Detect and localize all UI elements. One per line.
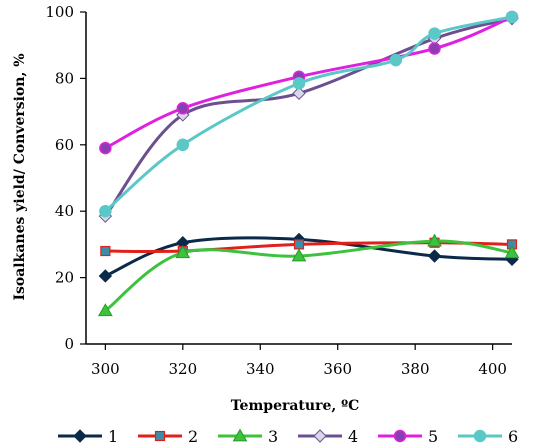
legend-swatch-marker (313, 429, 327, 443)
legend-item-2: 2 (138, 427, 198, 446)
series-3-point (98, 303, 113, 317)
series-6-point (428, 27, 441, 40)
legend-swatch-marker (73, 429, 87, 443)
x-tick-label: 340 (246, 360, 275, 378)
x-tick-label: 300 (91, 360, 120, 378)
legend-label: 2 (188, 427, 198, 446)
series-6-point (505, 10, 519, 24)
series-5-point (99, 141, 112, 155)
series-1-point (98, 269, 113, 283)
y-tick-label: 60 (55, 136, 74, 154)
axes: 0 20 40 60 80 100 300 320 340 360 380 400 (45, 3, 512, 378)
series-3-point (427, 233, 442, 247)
y-tick-label: 100 (45, 3, 74, 21)
y-tick-label: 0 (64, 335, 74, 353)
x-tick-label: 360 (323, 360, 352, 378)
legend-item-1: 1 (58, 427, 118, 446)
y-tick-label: 20 (55, 269, 74, 287)
y-axis-title: Isoalkanes yield/ Conversion, % (12, 53, 28, 300)
series-3-point (175, 245, 191, 259)
y-tick-label: 40 (55, 202, 74, 220)
y-tick-label: 80 (55, 69, 74, 87)
series-6 (99, 10, 519, 218)
legend-swatch-marker (232, 428, 248, 442)
legend-item-4: 4 (298, 427, 358, 446)
series-5-point (428, 42, 441, 55)
x-axis-title: Temperature, ºC (231, 398, 360, 414)
series-1-point (427, 249, 442, 263)
series-4-point (292, 86, 306, 101)
series-layer (98, 10, 520, 317)
legend-label: 1 (108, 427, 118, 446)
series-2-point (100, 245, 111, 257)
series-2-point (293, 239, 305, 250)
series-4-line (103, 17, 514, 218)
legend-swatch-marker (154, 430, 166, 442)
legend-item-5: 5 (378, 427, 438, 446)
legend-label: 4 (348, 427, 358, 446)
legend: 1 2 3 4 5 6 (58, 427, 518, 446)
legend-item-3: 3 (218, 427, 278, 446)
legend-swatch-marker (393, 429, 407, 443)
series-3-point (504, 245, 520, 259)
x-tick-label: 400 (478, 360, 507, 378)
legend-swatch-marker (473, 429, 487, 443)
series-5-point (176, 102, 190, 115)
series-6-point (292, 77, 306, 90)
series-3 (98, 233, 520, 317)
legend-label: 3 (268, 427, 278, 446)
legend-label: 6 (508, 427, 518, 446)
legend-label: 5 (428, 427, 438, 446)
x-tick-label: 380 (401, 360, 430, 378)
x-tick-label: 320 (168, 360, 197, 378)
series-6-point (99, 204, 112, 218)
series-3-point (291, 248, 307, 262)
series-6-point (389, 53, 403, 67)
legend-item-6: 6 (458, 427, 518, 446)
series-6-point (176, 138, 190, 152)
